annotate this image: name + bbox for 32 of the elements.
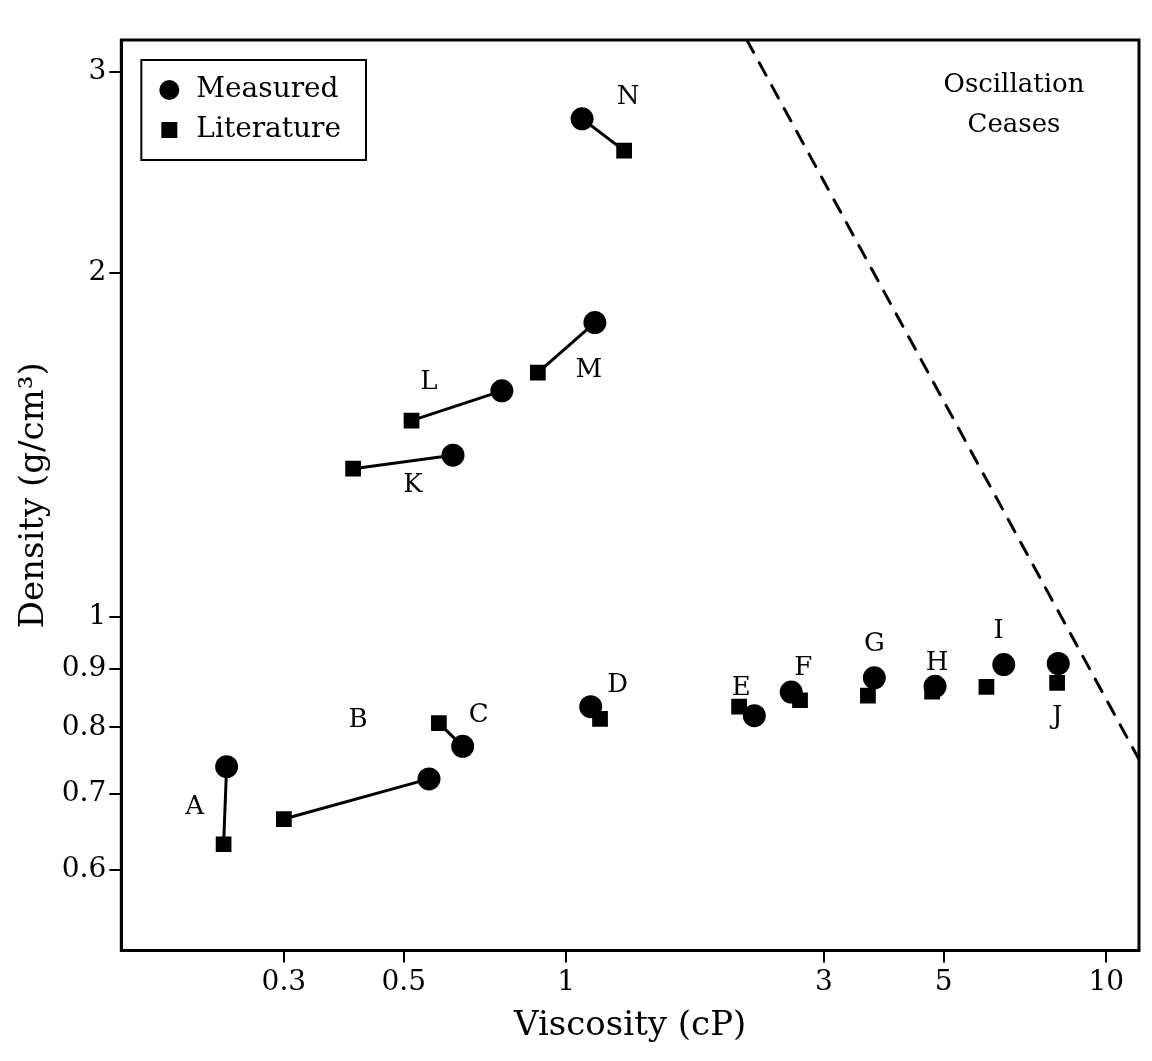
annotation: C: [468, 698, 489, 729]
annotation: K: [403, 467, 424, 498]
annotation: I: [993, 614, 1004, 645]
x-tick-label: 10: [1088, 963, 1125, 997]
annotation: D: [607, 668, 629, 699]
y-axis-title: Density (g/cm³): [11, 362, 52, 629]
legend-label: Literature: [196, 111, 342, 145]
x-tick-label: 5: [934, 963, 953, 997]
y-tick-label: 0.6: [61, 851, 107, 885]
y-tick-label: 0.9: [61, 650, 107, 684]
y-tick-label: 3: [88, 53, 107, 87]
annotation: Oscillation Ceases: [943, 67, 1085, 138]
legend-label: Measured: [196, 71, 339, 105]
annotation: E: [731, 671, 751, 702]
x-tick-label: 1: [557, 963, 576, 997]
annotation: M: [575, 353, 603, 384]
annotation: B: [348, 702, 368, 733]
annotation: L: [420, 364, 438, 395]
y-tick-label: 2: [88, 254, 107, 288]
x-tick-label: 0.5: [381, 963, 426, 997]
y-tick-label: 1: [88, 598, 107, 632]
annotation: N: [616, 79, 640, 110]
x-tick-label: 3: [814, 963, 833, 997]
x-axis-title: Viscosity (cP): [513, 1003, 747, 1044]
annotation: H: [925, 646, 949, 677]
y-tick-label: 0.8: [61, 708, 107, 742]
y-tick-label: 0.7: [61, 774, 107, 808]
annotation: J: [1049, 700, 1063, 731]
annotation: G: [863, 626, 885, 657]
x-tick-label: 0.3: [261, 963, 307, 997]
annotation: A: [184, 790, 206, 821]
annotation: F: [794, 650, 813, 681]
